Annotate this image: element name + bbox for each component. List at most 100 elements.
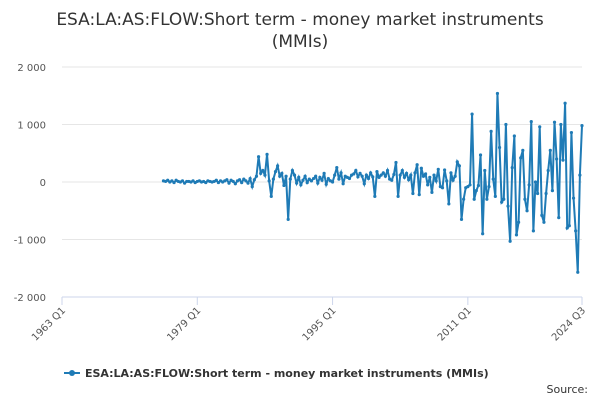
point	[569, 130, 574, 135]
point	[407, 178, 411, 182]
point	[377, 175, 381, 179]
point	[561, 158, 565, 162]
point	[276, 164, 280, 168]
point	[514, 233, 519, 237]
point	[250, 185, 254, 189]
point	[369, 171, 373, 175]
point	[470, 112, 474, 116]
point	[445, 179, 449, 183]
point	[385, 168, 390, 173]
point	[409, 173, 413, 177]
point	[493, 194, 497, 198]
point	[362, 182, 366, 186]
point	[256, 155, 261, 159]
point	[309, 179, 314, 183]
point	[320, 178, 324, 182]
point	[311, 176, 316, 181]
point	[381, 171, 385, 175]
series-line	[163, 93, 583, 273]
x-tick-label: 2024 Q3	[550, 305, 588, 343]
point	[273, 170, 278, 174]
chart-title: (MMIs)	[272, 32, 328, 52]
point	[457, 164, 461, 168]
point	[423, 172, 428, 176]
point	[542, 220, 546, 224]
point	[472, 197, 476, 201]
point	[478, 153, 483, 157]
point	[371, 175, 375, 179]
point	[354, 168, 358, 173]
point	[379, 173, 383, 177]
point	[453, 174, 457, 178]
x-tick-label: 1963 Q1	[30, 305, 68, 343]
point	[434, 179, 438, 183]
point	[559, 122, 563, 127]
point	[491, 177, 495, 181]
point	[495, 91, 500, 96]
x-tick-label: 1979 Q1	[165, 305, 203, 343]
point	[330, 180, 335, 184]
point	[489, 129, 493, 133]
point	[286, 217, 290, 221]
point	[326, 176, 330, 181]
point	[172, 180, 176, 185]
point	[555, 157, 559, 161]
point	[347, 176, 352, 181]
point	[481, 232, 485, 236]
point	[447, 202, 451, 206]
point	[392, 172, 396, 177]
y-tick-label: 1 000	[17, 121, 46, 132]
legend-label: ESA:LA:AS:FLOW:Short term - money market…	[85, 367, 489, 380]
point	[318, 175, 322, 179]
point	[214, 178, 218, 182]
point	[404, 171, 409, 175]
point	[301, 178, 305, 182]
point	[459, 217, 464, 221]
point	[546, 168, 550, 173]
point	[506, 204, 510, 208]
point	[419, 166, 423, 170]
point	[297, 175, 301, 179]
point	[502, 197, 506, 201]
point	[565, 226, 569, 230]
point	[574, 229, 578, 233]
x-tick-label: 1995 Q1	[301, 305, 339, 343]
point	[288, 177, 292, 181]
point	[398, 173, 402, 177]
point	[451, 178, 455, 182]
legend: ESA:LA:AS:FLOW:Short term - money market…	[64, 367, 489, 380]
point	[485, 197, 489, 201]
point	[278, 174, 282, 178]
point	[415, 163, 419, 167]
point	[305, 180, 309, 185]
point	[303, 174, 307, 178]
point	[430, 190, 434, 194]
point	[504, 122, 508, 127]
point	[259, 171, 263, 175]
point	[567, 224, 571, 228]
point	[538, 125, 542, 129]
point	[290, 168, 295, 173]
source: Source:	[547, 383, 589, 396]
point	[512, 134, 516, 138]
point	[426, 183, 430, 187]
point	[244, 179, 248, 183]
point	[508, 239, 512, 243]
point	[462, 197, 466, 201]
point	[284, 174, 288, 178]
point	[411, 191, 415, 196]
point	[455, 160, 459, 164]
point	[333, 173, 337, 177]
point	[440, 186, 445, 190]
point	[413, 171, 417, 175]
y-tick-label: 0	[40, 178, 46, 189]
point	[390, 178, 394, 182]
point	[240, 180, 244, 185]
point	[166, 178, 170, 182]
point	[295, 181, 299, 185]
point	[516, 220, 521, 224]
point	[571, 196, 576, 200]
point	[576, 270, 580, 274]
point	[299, 183, 303, 187]
point	[263, 173, 267, 177]
